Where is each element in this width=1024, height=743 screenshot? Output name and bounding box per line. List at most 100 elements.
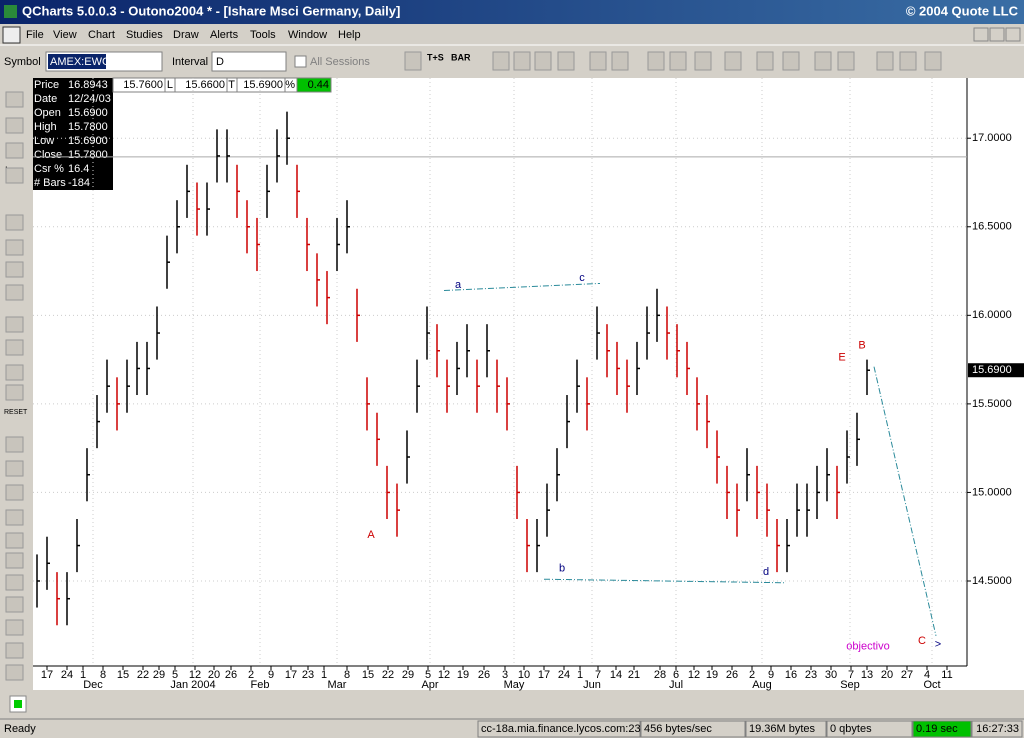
restore-button[interactable] bbox=[989, 27, 1005, 42]
toolbar-icon[interactable] bbox=[837, 51, 855, 71]
x-tick-label: 6 bbox=[673, 669, 679, 681]
minimize-button[interactable] bbox=[973, 27, 989, 42]
toolbar-icon[interactable] bbox=[557, 51, 575, 71]
tool-icon[interactable] bbox=[5, 142, 24, 159]
info-value: 15.7800 bbox=[68, 149, 108, 161]
tool-icon[interactable] bbox=[5, 552, 24, 569]
info-label: Open bbox=[34, 107, 61, 119]
quote-cell bbox=[296, 77, 332, 93]
toolbar-icon[interactable] bbox=[899, 51, 917, 71]
month-label: Aug bbox=[752, 679, 772, 691]
menu-item[interactable]: Alerts bbox=[210, 29, 239, 41]
status-panel bbox=[971, 720, 1023, 738]
all-sessions-label: All Sessions bbox=[310, 56, 370, 68]
ts-button[interactable]: T+S bbox=[427, 52, 444, 62]
tool-icon[interactable] bbox=[5, 642, 24, 659]
toolbar-icon[interactable] bbox=[924, 51, 942, 71]
toolbar-icon[interactable] bbox=[756, 51, 774, 71]
info-label: Low bbox=[34, 135, 54, 147]
interval-combo[interactable] bbox=[211, 51, 287, 72]
status-panel bbox=[477, 720, 641, 738]
menu-item[interactable]: View bbox=[53, 29, 77, 41]
x-tick-label: 17 bbox=[41, 669, 53, 681]
x-tick-label: 9 bbox=[268, 669, 274, 681]
tool-icon[interactable] bbox=[5, 596, 24, 613]
tab-area bbox=[0, 690, 1024, 718]
interval-value: D bbox=[216, 56, 224, 68]
tool-icon[interactable] bbox=[5, 316, 24, 333]
copyright: © 2004 Quote LLC bbox=[906, 3, 1019, 18]
menu-item[interactable]: Help bbox=[338, 29, 361, 41]
x-tick-label: 29 bbox=[402, 669, 414, 681]
tool-icon[interactable] bbox=[5, 509, 24, 526]
tool-icon[interactable] bbox=[5, 214, 24, 231]
tool-icon[interactable] bbox=[5, 484, 24, 501]
annotation: objectivo bbox=[846, 640, 889, 652]
tool-icon[interactable] bbox=[5, 460, 24, 477]
tool-icon[interactable] bbox=[5, 664, 24, 681]
toolbar-icon[interactable] bbox=[611, 51, 629, 71]
quote-text: 15.6900 bbox=[243, 79, 283, 91]
tool-icon[interactable] bbox=[5, 117, 24, 134]
x-tick-label: 10 bbox=[518, 669, 530, 681]
doc-icon[interactable] bbox=[2, 26, 21, 44]
tool-icon[interactable] bbox=[5, 284, 24, 301]
x-tick-label: 12 bbox=[688, 669, 700, 681]
menu-item[interactable]: Draw bbox=[173, 29, 199, 41]
toolbar-icon[interactable] bbox=[669, 51, 687, 71]
all-sessions-checkbox[interactable] bbox=[294, 55, 307, 68]
month-label: Mar bbox=[328, 679, 347, 691]
annotation: b bbox=[559, 562, 565, 574]
toolbar-icon[interactable] bbox=[694, 51, 712, 71]
x-axis-area bbox=[33, 666, 1024, 690]
menu-item[interactable]: Chart bbox=[88, 29, 115, 41]
toolbar-icon[interactable] bbox=[647, 51, 665, 71]
title-bar bbox=[0, 0, 1024, 24]
toolbar-icon[interactable] bbox=[876, 51, 894, 71]
tool-icon[interactable] bbox=[5, 619, 24, 636]
tool-icon[interactable] bbox=[5, 532, 24, 549]
toolbar-icon[interactable] bbox=[404, 51, 422, 71]
info-value: 16.4 bbox=[68, 163, 89, 175]
menu-item[interactable]: Tools bbox=[250, 29, 276, 41]
tool-icon[interactable] bbox=[5, 384, 24, 401]
tool-icon[interactable] bbox=[5, 364, 24, 381]
tool-icon[interactable] bbox=[5, 167, 24, 184]
x-tick-label: 8 bbox=[100, 669, 106, 681]
symbol-value: AMEX:EWG bbox=[50, 56, 111, 68]
bar-button[interactable]: BAR bbox=[451, 52, 471, 62]
close-button[interactable] bbox=[1005, 27, 1021, 42]
annotation: C bbox=[918, 635, 926, 647]
app-icon bbox=[4, 5, 17, 18]
reset-button[interactable]: RESET bbox=[4, 409, 28, 416]
tool-icon[interactable] bbox=[5, 261, 24, 278]
tool-icon[interactable] bbox=[5, 436, 24, 453]
quote-text: 15.7600 bbox=[123, 79, 163, 91]
quote-text: L bbox=[167, 79, 173, 91]
menu-item[interactable]: Window bbox=[288, 29, 327, 41]
info-value: 15.6900 bbox=[68, 107, 108, 119]
toolbar-icon[interactable] bbox=[782, 51, 800, 71]
quote-strip: 15.7600 L 15.6600 T 15.6900% 0.44 bbox=[112, 77, 332, 93]
toolbar-icon[interactable] bbox=[724, 51, 742, 71]
status-ready: Ready bbox=[4, 723, 36, 735]
x-tick-label: 1 bbox=[321, 669, 327, 681]
menu-item[interactable]: File bbox=[26, 29, 44, 41]
toolbar-icon[interactable] bbox=[492, 51, 510, 71]
month-label: Apr bbox=[421, 679, 438, 691]
x-tick-label: 23 bbox=[302, 669, 314, 681]
info-label: High bbox=[34, 121, 57, 133]
month-label: Jul bbox=[669, 679, 683, 691]
tool-icon[interactable] bbox=[5, 91, 24, 108]
toolbar-icon[interactable] bbox=[589, 51, 607, 71]
toolbar-icon[interactable] bbox=[534, 51, 552, 71]
tool-icon[interactable] bbox=[5, 339, 24, 356]
toolbar-icon[interactable] bbox=[513, 51, 531, 71]
toolbar-icon[interactable] bbox=[814, 51, 832, 71]
status-server: cc-18a.mia.finance.lycos.com:23 bbox=[481, 723, 641, 735]
menu-item[interactable]: Studies bbox=[126, 29, 163, 41]
tool-icon[interactable] bbox=[5, 574, 24, 591]
month-label: Jan 2004 bbox=[170, 679, 215, 691]
x-tick-label: 17 bbox=[538, 669, 550, 681]
tool-icon[interactable] bbox=[5, 239, 24, 256]
